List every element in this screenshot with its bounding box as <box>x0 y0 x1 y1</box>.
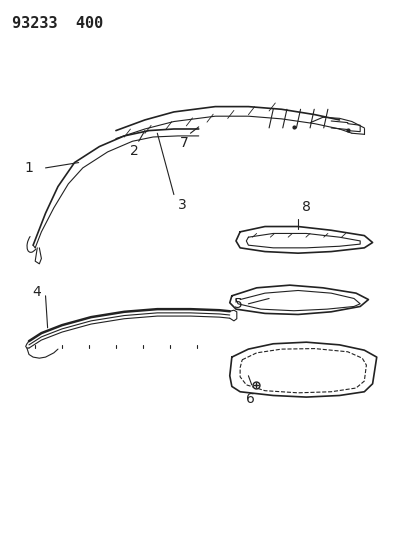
Text: 93233  400: 93233 400 <box>12 16 103 31</box>
Text: 2: 2 <box>130 144 139 158</box>
Text: 7: 7 <box>179 136 188 150</box>
Text: 3: 3 <box>178 198 186 212</box>
Text: 8: 8 <box>301 200 310 214</box>
Text: 6: 6 <box>245 392 254 406</box>
Text: 5: 5 <box>233 297 242 311</box>
Text: 1: 1 <box>24 161 33 175</box>
Text: 4: 4 <box>33 285 41 299</box>
